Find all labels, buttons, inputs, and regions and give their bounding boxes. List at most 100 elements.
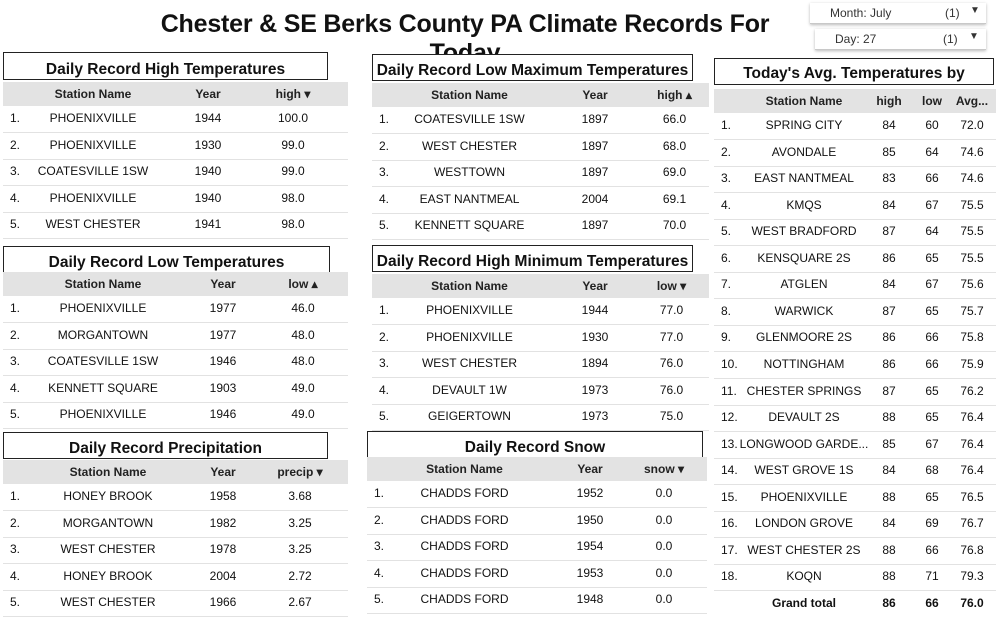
table-cell: COATESVILLE 1SW	[37, 164, 149, 179]
column-header[interactable]: Year	[582, 88, 608, 102]
row-rank: 2.	[10, 137, 21, 152]
column-header[interactable]: Station Name	[431, 88, 508, 102]
record-high-table: Daily Record High Temperatures Station Na…	[3, 52, 348, 240]
table-cell: 79.3	[960, 569, 984, 584]
table-cell: 69	[925, 516, 939, 531]
table-cell: 1958	[209, 489, 237, 503]
column-header[interactable]: snow ▾	[643, 462, 685, 476]
row-rank: 13.	[721, 436, 738, 451]
table-cell: 3.68	[288, 489, 312, 503]
table-cell: 1952	[576, 486, 604, 500]
table-cell: WEST CHESTER 2S	[747, 542, 861, 557]
table-cell: 67	[925, 277, 939, 292]
column-header[interactable]: Year	[582, 279, 608, 293]
table-cell: 1982	[209, 515, 237, 530]
table-cell: 1897	[581, 138, 609, 153]
row-rank: 4.	[10, 190, 21, 205]
record-high-min-table: Daily Record High Minimum Temperatures St…	[372, 245, 709, 432]
table-cell: LONGWOOD GARDE...	[739, 436, 869, 451]
table-cell: 98.0	[281, 217, 305, 232]
row-rank: 4.	[379, 191, 390, 206]
table-row: 2. MORGANTOWN 1982 3.25	[3, 511, 348, 538]
table-cell: 46.0	[291, 301, 315, 315]
table-cell: 66	[925, 542, 939, 557]
table-cell: WEST GROVE 1S	[754, 463, 854, 478]
row-rank: 5.	[721, 224, 732, 239]
page-title: Chester & SE Berks County PA Climate Rec…	[160, 10, 770, 67]
column-header[interactable]: Year	[210, 277, 236, 291]
row-rank: 5.	[374, 592, 385, 607]
row-rank: 3.	[721, 171, 732, 186]
month-filter-dropdown[interactable]: Month: July (1) ▼	[810, 3, 986, 24]
table-row: 3. WESTTOWN 1897 69.0	[372, 160, 709, 188]
table-cell: PHOENIXVILLE	[49, 111, 137, 125]
table-cell: 1978	[209, 542, 237, 557]
column-header[interactable]: low ▾	[656, 279, 687, 293]
table-title: Today's Avg. Temperatures by Station	[714, 58, 994, 112]
column-header[interactable]: precip ▾	[277, 465, 323, 479]
column-header[interactable]: Station Name	[69, 465, 147, 479]
day-filter-count: (1)	[943, 32, 958, 46]
table-row: 1. CHADDS FORD 1952 0.0	[367, 481, 707, 508]
column-header[interactable]: high ▴	[657, 88, 692, 102]
table-cell: COATESVILLE 1SW	[47, 354, 159, 369]
table-cell: 76.2	[960, 383, 984, 398]
column-header[interactable]: low	[922, 94, 942, 108]
row-rank: 5.	[10, 217, 21, 232]
row-rank: 2.	[379, 138, 390, 153]
table-cell: WARWICK	[774, 303, 834, 318]
table-cell: 2004	[581, 191, 609, 206]
column-header[interactable]: Year	[195, 87, 221, 101]
total-cell: Grand total	[771, 595, 836, 610]
table-row: 4. DEVAULT 1W 1973 76.0	[372, 378, 709, 405]
table-cell: 74.6	[960, 171, 984, 186]
day-filter-dropdown[interactable]: Day: 27 (1) ▼	[815, 29, 986, 50]
table-cell: 88	[882, 489, 896, 504]
column-header[interactable]: Station Name	[426, 462, 503, 476]
row-rank: 1.	[10, 111, 21, 125]
table-cell: 1946	[209, 354, 237, 369]
column-header[interactable]: Station Name	[431, 279, 508, 293]
table-cell: 1897	[581, 112, 609, 126]
column-header[interactable]: Station Name	[765, 94, 843, 108]
table-cell: 48.0	[291, 327, 315, 342]
row-rank: 6.	[721, 250, 732, 265]
table-header-row: Station Name Year low ▴	[3, 272, 348, 296]
dropdown-arrow-icon: ▼	[970, 5, 980, 16]
record-snow-table: Daily Record Snow Station Name Year snow ▾ 1…	[367, 431, 707, 615]
table-cell: 64	[925, 224, 939, 239]
column-header[interactable]: high	[876, 94, 902, 108]
table-header-row: Station Name Year low ▾	[372, 274, 709, 298]
table-cell: 48.0	[291, 354, 315, 369]
table-row: 1. COATESVILLE 1SW 1897 66.0	[372, 107, 709, 134]
table-cell: 1953	[576, 565, 604, 580]
record-low-table: Daily Record Low Temperatures Station Nam…	[3, 246, 348, 430]
table-cell: 75.7	[960, 303, 984, 318]
column-header[interactable]: Year	[210, 465, 236, 479]
row-rank: 11.	[721, 383, 737, 398]
table-cell: 1930	[581, 329, 609, 344]
table-row: 2. PHOENIXVILLE 1930 99.0	[3, 133, 348, 160]
table-cell: CHESTER SPRINGS	[746, 383, 862, 398]
column-header[interactable]: Station Name	[64, 277, 142, 291]
column-header[interactable]: Station Name	[54, 87, 132, 101]
table-cell: 2004	[209, 568, 237, 583]
table-cell: 65	[925, 250, 939, 265]
table-cell: 68	[925, 463, 939, 478]
table-cell: 1973	[581, 382, 609, 397]
table-cell: 3.25	[288, 515, 312, 530]
column-header[interactable]: low ▴	[288, 277, 318, 291]
column-header[interactable]: Avg...	[955, 94, 989, 108]
table-cell: 66.0	[662, 112, 687, 126]
table-row: 1. PHOENIXVILLE 1977 46.0	[3, 296, 348, 323]
table-cell: 0.0	[655, 592, 673, 607]
row-rank: 1.	[379, 112, 390, 126]
column-header[interactable]: Year	[577, 462, 603, 476]
table-row: 8. WARWICK 87 65 75.7	[714, 299, 996, 326]
table-row: 17. WEST CHESTER 2S 88 66 76.8	[714, 538, 996, 565]
table-cell: CHADDS FORD	[420, 539, 509, 554]
table-cell: 77.0	[659, 329, 684, 344]
table-cell: 66	[925, 356, 939, 371]
table-cell: PHOENIXVILLE	[49, 137, 137, 152]
column-header[interactable]: high ▾	[275, 87, 311, 101]
